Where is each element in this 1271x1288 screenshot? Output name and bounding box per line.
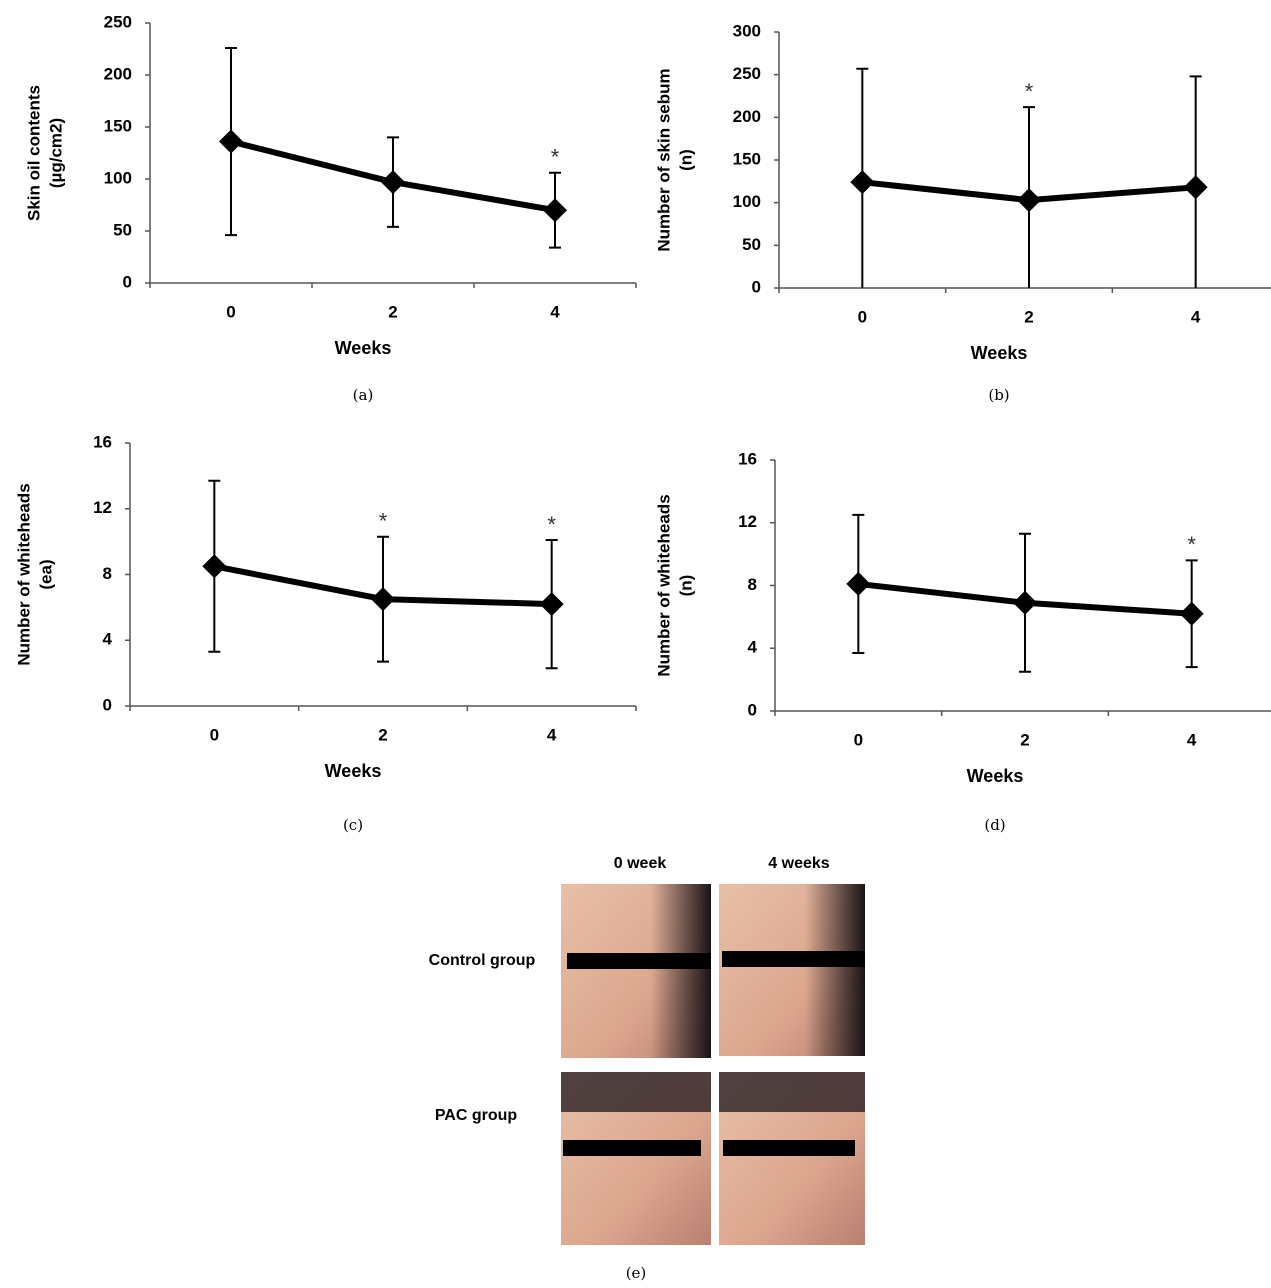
y-tick-label: 8	[103, 564, 112, 583]
error-bars	[208, 479, 558, 670]
x-tick-label: 2	[1020, 730, 1029, 749]
marker	[202, 554, 227, 579]
x-tick-label: 2	[388, 302, 397, 321]
significance-marker: *	[551, 145, 560, 170]
x-tick-label: 2	[1024, 307, 1033, 326]
error-bars	[225, 46, 561, 249]
caption: (d)	[984, 816, 1005, 834]
x-axis-label: Weeks	[335, 338, 392, 358]
y-axis-label: (n)	[676, 149, 695, 171]
y-axis-label: Number of skin sebum	[654, 68, 673, 251]
significance-marker: *	[379, 509, 388, 534]
y-tick-label: 50	[113, 220, 132, 239]
column-label: 4 weeks	[768, 855, 829, 872]
y-tick-label: 16	[738, 449, 757, 468]
chart: 0 50 100 150 200 250 300 0 2 4 Weeks Number of skin…	[654, 21, 1271, 404]
marker	[850, 170, 875, 195]
x-tick-label: 0	[854, 730, 863, 749]
marker	[846, 571, 871, 596]
photo-panel: 0 week 4 weeks Control group PAC group (…	[429, 855, 865, 1282]
y-tick-label: 200	[733, 107, 761, 126]
x-tick-label: 4	[1191, 307, 1201, 326]
caption: (b)	[988, 386, 1009, 404]
x-tick-label: 4	[550, 302, 560, 321]
y-tick-label: 100	[104, 168, 132, 187]
photo	[561, 1072, 711, 1245]
photo	[561, 884, 711, 1058]
y-tick-label: 4	[103, 630, 113, 649]
y-tick-label: 4	[748, 638, 758, 657]
marker	[1183, 175, 1208, 200]
y-tick-label: 250	[733, 64, 761, 83]
x-tick-label: 0	[858, 307, 867, 326]
y-tick-label: 0	[103, 695, 112, 714]
marker	[1017, 188, 1041, 213]
y-tick-label: 0	[752, 277, 761, 296]
y-tick-label: 12	[93, 498, 112, 517]
y-tick-label: 150	[104, 116, 132, 135]
column-label: 0 week	[614, 855, 667, 872]
y-axis-label: (µg/cm2)	[46, 118, 65, 188]
marker	[1179, 601, 1204, 626]
y-tick-label: 0	[748, 700, 757, 719]
y-tick-label: 50	[742, 235, 761, 254]
significance-marker: *	[1025, 79, 1034, 104]
y-axis-label: Number of whiteheads	[14, 483, 33, 665]
y-axis-label: (ea)	[36, 559, 55, 589]
x-tick-label: 2	[378, 725, 387, 744]
y-tick-label: 8	[748, 575, 757, 594]
y-axis-label: Number of whiteheads	[654, 494, 673, 676]
y-tick-label: 250	[104, 12, 132, 31]
marker	[381, 170, 405, 195]
x-axis-label: Weeks	[325, 761, 382, 781]
chart: 0 50 100 150 200 250 0 2 4 Weeks Skin oil contents…	[24, 12, 637, 404]
x-tick-label: 0	[226, 302, 235, 321]
caption: (e)	[626, 1264, 647, 1282]
row-label: Control group	[429, 952, 536, 969]
y-axis-label: Skin oil contents	[24, 85, 43, 221]
x-tick-label: 0	[210, 725, 219, 744]
y-tick-label: 300	[733, 21, 761, 40]
caption: (a)	[353, 386, 374, 404]
marker	[539, 592, 564, 617]
y-tick-label: 100	[733, 192, 761, 211]
y-tick-label: 0	[123, 272, 132, 291]
row-label: PAC group	[435, 1107, 518, 1124]
chart: 0 4 8 12 16 0 2 4 Weeks Number of whiteheads (n) (d…	[654, 449, 1271, 834]
significance-marker: *	[547, 512, 556, 537]
marker	[543, 198, 567, 223]
caption: (c)	[343, 816, 363, 834]
y-tick-label: 200	[104, 64, 132, 83]
chart: 0 4 8 12 16 0 2 4 Weeks Number of whiteheads (ea) (…	[14, 432, 637, 834]
y-tick-label: 150	[733, 149, 761, 168]
y-axis-label: (n)	[676, 575, 695, 597]
marker	[371, 587, 395, 612]
significance-marker: *	[1187, 532, 1196, 557]
x-axis-label: Weeks	[967, 766, 1024, 786]
x-axis-label: Weeks	[971, 343, 1028, 363]
x-tick-label: 4	[1187, 730, 1197, 749]
x-tick-label: 4	[547, 725, 557, 744]
photo	[719, 884, 865, 1056]
y-tick-label: 12	[738, 512, 757, 531]
marker	[219, 129, 243, 154]
marker	[1013, 590, 1037, 615]
y-tick-label: 16	[93, 432, 112, 451]
photo	[719, 1072, 865, 1245]
